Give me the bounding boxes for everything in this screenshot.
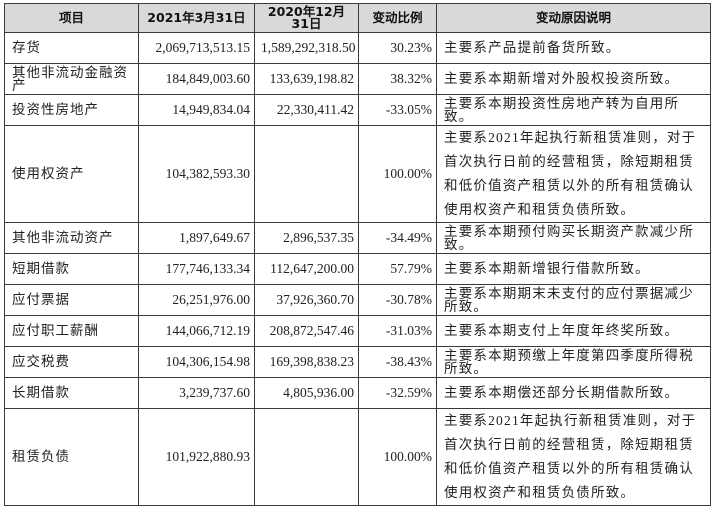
- change-reason: 主要系本期预缴上年度第四季度所得税所致。: [436, 346, 711, 378]
- prior-value: 1,589,292,318.50: [254, 32, 359, 64]
- change-ratio: 100.00%: [358, 408, 437, 506]
- current-value: 2,069,713,513.15: [138, 32, 255, 64]
- current-value: 104,306,154.98: [138, 346, 255, 378]
- table-row: 其他非流动资产 1,897,649.67 2,896,537.35 -34.49…: [4, 222, 711, 254]
- change-ratio: 30.23%: [358, 32, 437, 64]
- change-ratio: 38.32%: [358, 63, 437, 95]
- change-ratio: 100.00%: [358, 125, 437, 223]
- prior-value: [254, 408, 359, 506]
- header-change-ratio: 变动比例: [358, 3, 437, 33]
- current-value: 144,066,712.19: [138, 315, 255, 347]
- change-reason: 主要系2021年起执行新租赁准则，对于首次执行日前的经营租赁，除短期租赁和低价值…: [436, 125, 711, 223]
- header-date-current: 2021年3月31日: [138, 3, 255, 33]
- change-ratio: 57.79%: [358, 253, 437, 285]
- change-reason: 主要系本期预付购买长期资产款减少所致。: [436, 222, 711, 254]
- change-reason: 主要系2021年起执行新租赁准则，对于首次执行日前的经营租赁，除短期租赁和低价值…: [436, 408, 711, 506]
- change-ratio: -33.05%: [358, 94, 437, 126]
- current-value: 1,897,649.67: [138, 222, 255, 254]
- table-row: 投资性房地产 14,949,834.04 22,330,411.42 -33.0…: [4, 94, 711, 126]
- table-row: 使用权资产 104,382,593.30 100.00% 主要系2021年起执行…: [4, 125, 711, 223]
- change-ratio: -38.43%: [358, 346, 437, 378]
- item-name: 使用权资产: [4, 125, 139, 223]
- item-name: 其他非流动资产: [4, 222, 139, 254]
- current-value: 184,849,003.60: [138, 63, 255, 95]
- current-value: 3,239,737.60: [138, 377, 255, 409]
- header-reason: 变动原因说明: [436, 3, 711, 33]
- item-name: 应交税费: [4, 346, 139, 378]
- change-reason: 主要系本期支付上年度年终奖所致。: [436, 315, 711, 347]
- prior-value: 169,398,838.23: [254, 346, 359, 378]
- prior-value: 22,330,411.42: [254, 94, 359, 126]
- header-row: 项目 2021年3月31日 2020年12月31日 变动比例 变动原因说明: [4, 3, 711, 33]
- table-row: 存货 2,069,713,513.15 1,589,292,318.50 30.…: [4, 32, 711, 64]
- prior-value: 112,647,200.00: [254, 253, 359, 285]
- balance-sheet-changes-table: 项目 2021年3月31日 2020年12月31日 变动比例 变动原因说明 存货…: [4, 3, 711, 506]
- change-reason: 主要系本期投资性房地产转为自用所致。: [436, 94, 711, 126]
- prior-value: [254, 125, 359, 223]
- item-name: 其他非流动金融资产: [4, 63, 139, 95]
- prior-value: 37,926,360.70: [254, 284, 359, 316]
- prior-value: 133,639,198.82: [254, 63, 359, 95]
- table-row: 应付票据 26,251,976.00 37,926,360.70 -30.78%…: [4, 284, 711, 316]
- current-value: 26,251,976.00: [138, 284, 255, 316]
- header-item: 项目: [4, 3, 139, 33]
- prior-value: 208,872,547.46: [254, 315, 359, 347]
- change-ratio: -31.03%: [358, 315, 437, 347]
- change-ratio: -34.49%: [358, 222, 437, 254]
- change-reason: 主要系本期偿还部分长期借款所致。: [436, 377, 711, 409]
- header-date-prior: 2020年12月31日: [254, 3, 359, 33]
- table-row: 应付职工薪酬 144,066,712.19 208,872,547.46 -31…: [4, 315, 711, 347]
- current-value: 104,382,593.30: [138, 125, 255, 223]
- current-value: 101,922,880.93: [138, 408, 255, 506]
- prior-value: 4,805,936.00: [254, 377, 359, 409]
- table-row: 长期借款 3,239,737.60 4,805,936.00 -32.59% 主…: [4, 377, 711, 409]
- change-ratio: -32.59%: [358, 377, 437, 409]
- change-reason: 主要系产品提前备货所致。: [436, 32, 711, 64]
- change-ratio: -30.78%: [358, 284, 437, 316]
- change-reason: 主要系本期期末未支付的应付票据减少所致。: [436, 284, 711, 316]
- current-value: 177,746,133.34: [138, 253, 255, 285]
- item-name: 应付职工薪酬: [4, 315, 139, 347]
- item-name: 投资性房地产: [4, 94, 139, 126]
- item-name: 应付票据: [4, 284, 139, 316]
- item-name: 长期借款: [4, 377, 139, 409]
- change-reason: 主要系本期新增银行借款所致。: [436, 253, 711, 285]
- item-name: 租赁负债: [4, 408, 139, 506]
- table-row: 短期借款 177,746,133.34 112,647,200.00 57.79…: [4, 253, 711, 285]
- table-row: 租赁负债 101,922,880.93 100.00% 主要系2021年起执行新…: [4, 408, 711, 506]
- current-value: 14,949,834.04: [138, 94, 255, 126]
- prior-value: 2,896,537.35: [254, 222, 359, 254]
- item-name: 短期借款: [4, 253, 139, 285]
- item-name: 存货: [4, 32, 139, 64]
- table-row: 其他非流动金融资产 184,849,003.60 133,639,198.82 …: [4, 63, 711, 95]
- change-reason: 主要系本期新增对外股权投资所致。: [436, 63, 711, 95]
- table-row: 应交税费 104,306,154.98 169,398,838.23 -38.4…: [4, 346, 711, 378]
